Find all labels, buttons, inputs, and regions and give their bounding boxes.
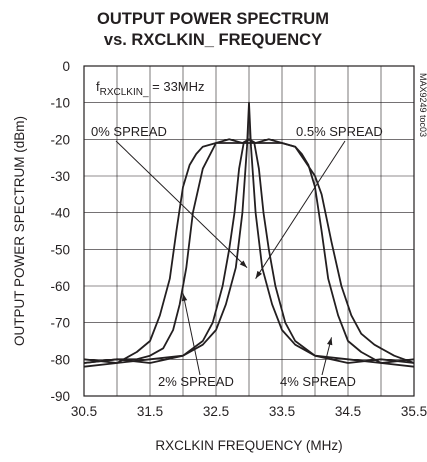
grid-lines (84, 66, 414, 396)
chart-title-line-1: OUTPUT POWER SPECTRUM (97, 10, 329, 28)
plot-frame (83, 65, 415, 397)
label-0-spread: 0% SPREAD (91, 124, 167, 139)
label-2-spread: 2% SPREAD (158, 374, 234, 389)
x-tick-label: 32.5 (203, 404, 229, 419)
y-tick-labels: 0 -10 -20 -30 -40 -50 -60 -70 -80 -90 (50, 59, 70, 404)
y-tick-label: -20 (50, 132, 70, 147)
condition-annotation: fRXCLKIN_ = 33MHz (96, 79, 205, 98)
x-tick-label: 33.5 (269, 404, 295, 419)
annotation-arrow-line (182, 293, 201, 376)
chart-title-line-2: vs. RXCLKIN_ FREQUENCY (104, 31, 322, 49)
y-tick-label: -10 (50, 96, 70, 111)
y-tick-label: -50 (50, 242, 70, 257)
y-tick-label: -30 (50, 169, 70, 184)
annotation-arrowhead (239, 260, 248, 268)
y-tick-label: 0 (62, 59, 70, 74)
x-tick-label: 30.5 (71, 404, 97, 419)
y-tick-label: -40 (50, 206, 70, 221)
series-line-3 (83, 138, 415, 364)
x-tick-label: 34.5 (335, 404, 361, 419)
y-axis-title: OUTPUT POWER SPECTRUM (dBm) (12, 116, 27, 346)
label-4-spread: 4% SPREAD (280, 374, 356, 389)
annotation-arrowhead (181, 293, 188, 302)
y-tick-label: -60 (50, 279, 70, 294)
y-tick-label: -70 (50, 316, 70, 331)
annotation-arrow-line (255, 140, 346, 279)
annotation-arrowhead (255, 270, 262, 279)
annotation-pointers (115, 140, 346, 376)
x-axis-title: RXCLKIN FREQUENCY (MHz) (155, 438, 342, 453)
label-0-5-spread: 0.5% SPREAD (296, 124, 383, 139)
figure-code: MAX9249 toc03 (418, 73, 427, 137)
x-tick-label: 31.5 (137, 404, 163, 419)
y-tick-label: -80 (50, 352, 70, 367)
x-tick-label: 35.5 (401, 404, 427, 419)
series-line-2 (83, 138, 415, 368)
series-layer (83, 101, 415, 368)
annotation-arrow-line (115, 140, 248, 269)
x-tick-labels: 30.5 31.5 32.5 33.5 34.5 35.5 (71, 404, 427, 419)
series-line-0 (83, 101, 415, 364)
y-tick-label: -90 (50, 389, 70, 404)
annotation-arrowhead (327, 337, 333, 346)
